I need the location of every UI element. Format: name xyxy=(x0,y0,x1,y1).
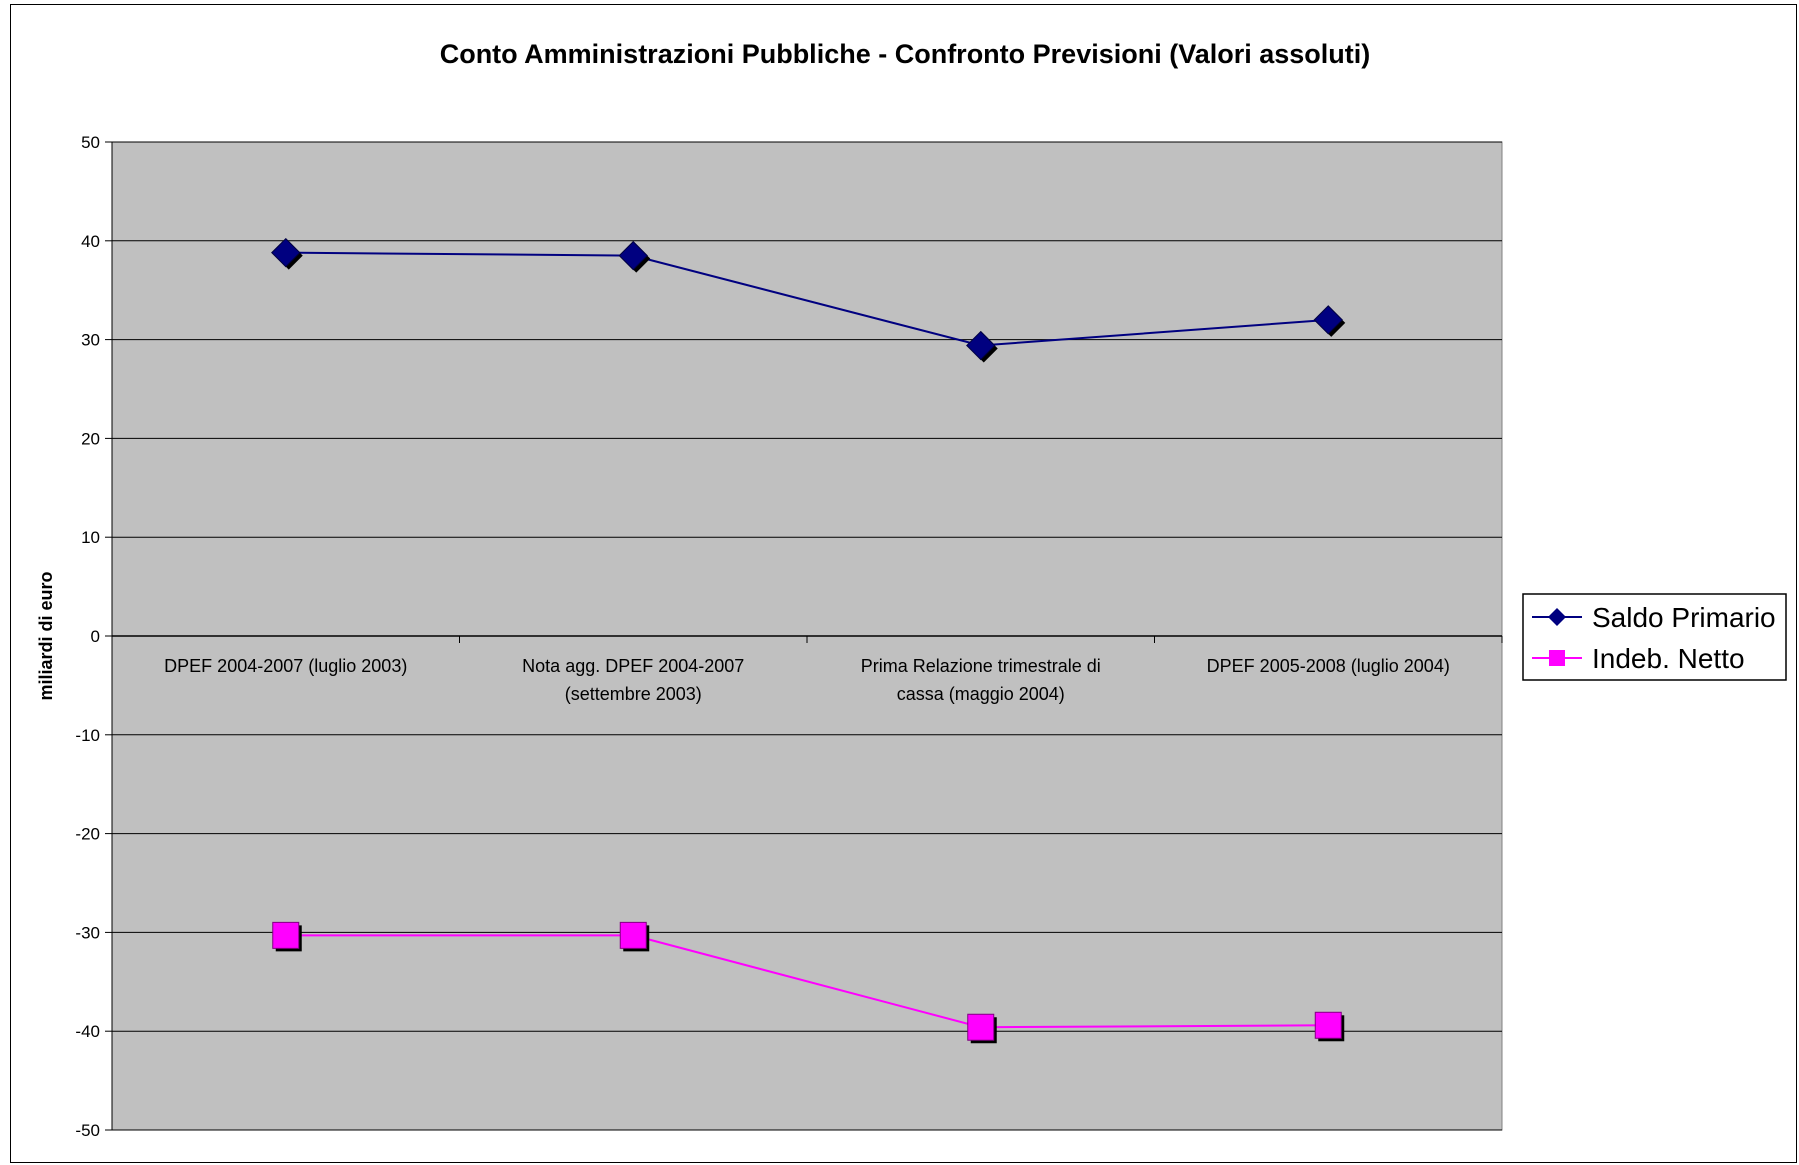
y-tick-label: 10 xyxy=(81,528,100,547)
x-tick-label: DPEF 2005-2008 (luglio 2004) xyxy=(1207,656,1450,676)
x-tick-label-line: Nota agg. DPEF 2004-2007 xyxy=(522,656,744,676)
y-tick-label: -40 xyxy=(75,1022,100,1041)
legend-marker xyxy=(1548,608,1566,626)
data-point xyxy=(619,921,647,949)
y-tick-label: -50 xyxy=(75,1121,100,1140)
data-point xyxy=(618,240,648,271)
series-indeb-netto xyxy=(272,921,1345,1044)
series-saldo-primario xyxy=(271,237,1346,363)
x-tick-label-line: cassa (maggio 2004) xyxy=(897,684,1065,704)
data-point xyxy=(271,237,301,268)
x-tick-label: Prima Relazione trimestrale di cassa (mag… xyxy=(861,656,1101,704)
y-axis-label: miliardi di euro xyxy=(36,571,56,700)
x-tick-label-line: DPEF 2005-2008 (luglio 2004) xyxy=(1207,656,1450,676)
y-tick-label: -20 xyxy=(75,825,100,844)
legend-label: Saldo Primario xyxy=(1592,602,1776,633)
legend-marker xyxy=(1549,650,1565,666)
x-tick-label: DPEF 2004-2007 (luglio 2003) xyxy=(164,656,407,676)
data-point xyxy=(1313,305,1343,335)
x-axis: DPEF 2004-2007 (luglio 2003) Nota agg. DP… xyxy=(111,635,1503,704)
y-tick-label: 0 xyxy=(91,627,100,646)
y-tick-label: 40 xyxy=(81,232,100,251)
data-point xyxy=(1314,1011,1342,1039)
data-point xyxy=(272,921,300,949)
chart-title: Conto Amministrazioni Pubbliche - Confro… xyxy=(440,39,1371,69)
series-layer xyxy=(271,237,1346,1044)
y-axis: 50 40 30 20 10 0 -10 -20 -30 -40 -50 xyxy=(75,133,113,1140)
y-tick-label: 30 xyxy=(81,331,100,350)
y-tick-label: -30 xyxy=(75,923,100,942)
data-point xyxy=(966,330,996,361)
x-tick-label: Nota agg. DPEF 2004-2007 (settembre 2003) xyxy=(522,656,744,704)
y-tick-label: 50 xyxy=(81,133,100,152)
x-tick-label-line: Prima Relazione trimestrale di xyxy=(861,656,1101,676)
data-point xyxy=(967,1013,995,1041)
x-tick-label-line: (settembre 2003) xyxy=(565,684,702,704)
series-line xyxy=(285,934,1329,1029)
y-tick-label: 20 xyxy=(81,429,100,448)
legend: Saldo Primario Indeb. Netto xyxy=(1522,593,1787,681)
legend-label: Indeb. Netto xyxy=(1592,643,1745,674)
y-tick-label: -10 xyxy=(75,726,100,745)
x-tick-label-line: DPEF 2004-2007 (luglio 2003) xyxy=(164,656,407,676)
series-line xyxy=(285,251,1329,347)
legend-box xyxy=(1522,593,1787,681)
